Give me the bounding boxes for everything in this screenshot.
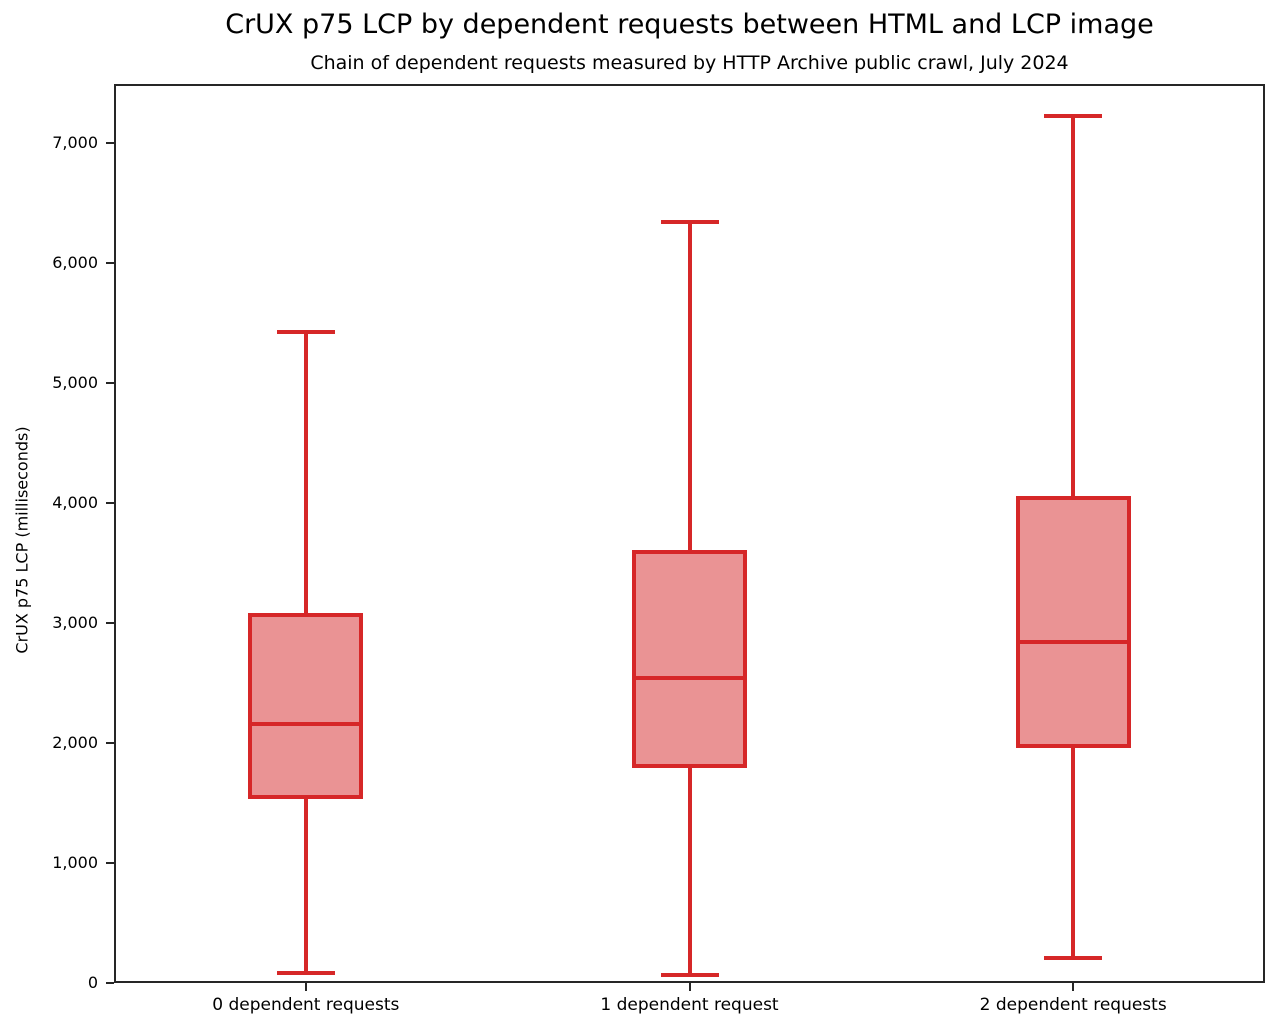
median-line bbox=[248, 721, 364, 726]
lower-whisker-cap bbox=[276, 971, 335, 976]
y-tick-mark bbox=[106, 381, 114, 384]
upper-whisker bbox=[1071, 116, 1076, 496]
upper-whisker bbox=[687, 222, 692, 550]
y-tick-mark bbox=[106, 982, 114, 984]
y-tick-label: 4,000 bbox=[52, 492, 98, 512]
box-iqr bbox=[248, 613, 364, 800]
y-tick-mark bbox=[106, 861, 114, 864]
median-line bbox=[1015, 640, 1131, 645]
lower-whisker bbox=[1071, 747, 1076, 958]
median-line bbox=[632, 676, 747, 681]
chart-subtitle: Chain of dependent requests measured by … bbox=[310, 52, 1069, 74]
y-tick-label: 7,000 bbox=[52, 132, 98, 152]
y-tick-mark bbox=[106, 621, 114, 624]
box-iqr bbox=[1015, 495, 1131, 748]
upper-whisker-cap bbox=[276, 330, 335, 335]
upper-whisker bbox=[303, 332, 308, 614]
x-tick-label: 2 dependent requests bbox=[979, 995, 1167, 1015]
y-tick-mark bbox=[106, 501, 114, 504]
lower-whisker-cap bbox=[660, 972, 719, 977]
upper-whisker-cap bbox=[1044, 114, 1103, 119]
x-tick-label: 1 dependent request bbox=[600, 995, 779, 1015]
x-tick-mark bbox=[688, 983, 691, 991]
y-tick-label: 2,000 bbox=[52, 733, 98, 753]
lower-whisker-cap bbox=[1044, 955, 1103, 960]
y-tick-label: 6,000 bbox=[52, 252, 98, 272]
y-tick-label: 5,000 bbox=[52, 372, 98, 392]
x-tick-mark bbox=[304, 983, 307, 991]
lower-whisker bbox=[687, 768, 692, 975]
y-tick-mark bbox=[106, 261, 114, 264]
y-tick-mark bbox=[106, 141, 114, 144]
box-iqr bbox=[632, 549, 747, 769]
y-tick-label: 1,000 bbox=[52, 853, 98, 873]
lower-whisker bbox=[303, 799, 308, 974]
x-tick-label: 0 dependent requests bbox=[212, 995, 400, 1015]
y-tick-mark bbox=[106, 741, 114, 744]
y-tick-label: 0 bbox=[87, 973, 98, 993]
chart-title: CrUX p75 LCP by dependent requests betwe… bbox=[225, 9, 1154, 40]
x-tick-mark bbox=[1072, 983, 1075, 991]
upper-whisker-cap bbox=[660, 220, 719, 225]
y-tick-label: 3,000 bbox=[52, 612, 98, 632]
